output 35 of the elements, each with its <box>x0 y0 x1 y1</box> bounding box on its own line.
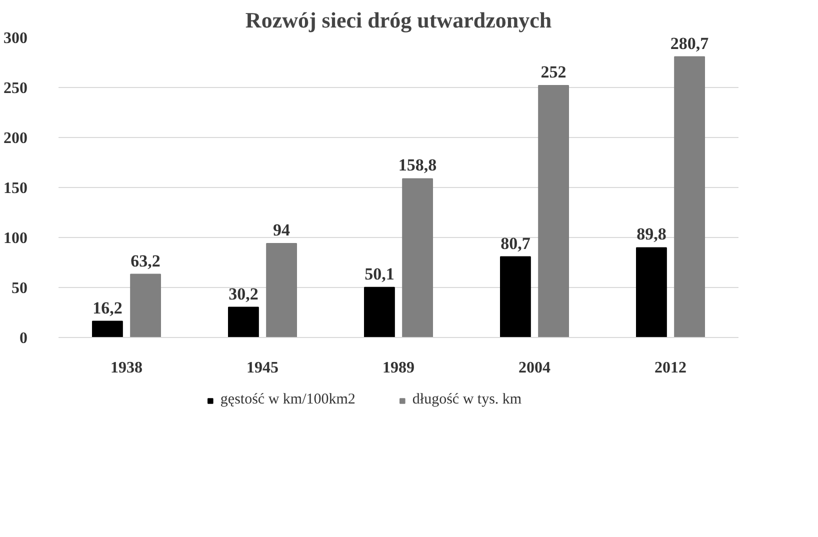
y-tick-label: 100 <box>4 230 28 247</box>
x-tick-label: 1989 <box>382 360 414 376</box>
x-tick-label: 2004 <box>518 360 550 376</box>
data-label: 30,2 <box>228 284 258 304</box>
bar <box>130 274 161 338</box>
data-label: 280,7 <box>670 34 710 53</box>
data-label: 16,2 <box>92 298 122 318</box>
bar <box>228 306 259 338</box>
bar <box>636 247 667 338</box>
data-label: 252 <box>540 62 566 82</box>
y-tick-label: 50 <box>12 280 28 297</box>
data-label: 63,2 <box>130 251 160 270</box>
x-tick-label: 2012 <box>654 360 686 376</box>
chart-title: Rozwój sieci dróg utwardzonych <box>245 8 552 32</box>
bar <box>402 178 433 338</box>
x-tick-label: 1945 <box>246 360 278 376</box>
y-tick-label: 0 <box>20 330 28 347</box>
data-label: 158,8 <box>398 156 437 175</box>
bar <box>364 286 395 338</box>
data-label: 89,8 <box>636 224 666 244</box>
bar <box>500 256 531 338</box>
bar <box>674 56 705 338</box>
bar <box>538 85 569 338</box>
y-tick-label: 250 <box>4 80 28 97</box>
bar <box>92 320 123 338</box>
x-tick-label: 1938 <box>110 360 142 376</box>
data-label: 80,7 <box>500 234 531 253</box>
y-tick-label: 200 <box>4 130 28 147</box>
bar <box>266 243 297 338</box>
legend-label: gęstość w km/100km2 <box>220 392 356 408</box>
data-label: 94 <box>273 220 291 240</box>
data-label: 50,1 <box>364 264 394 284</box>
legend-label: długość w tys. km <box>412 392 522 408</box>
y-tick-label: 300 <box>4 30 28 47</box>
y-tick-label: 150 <box>4 180 28 197</box>
